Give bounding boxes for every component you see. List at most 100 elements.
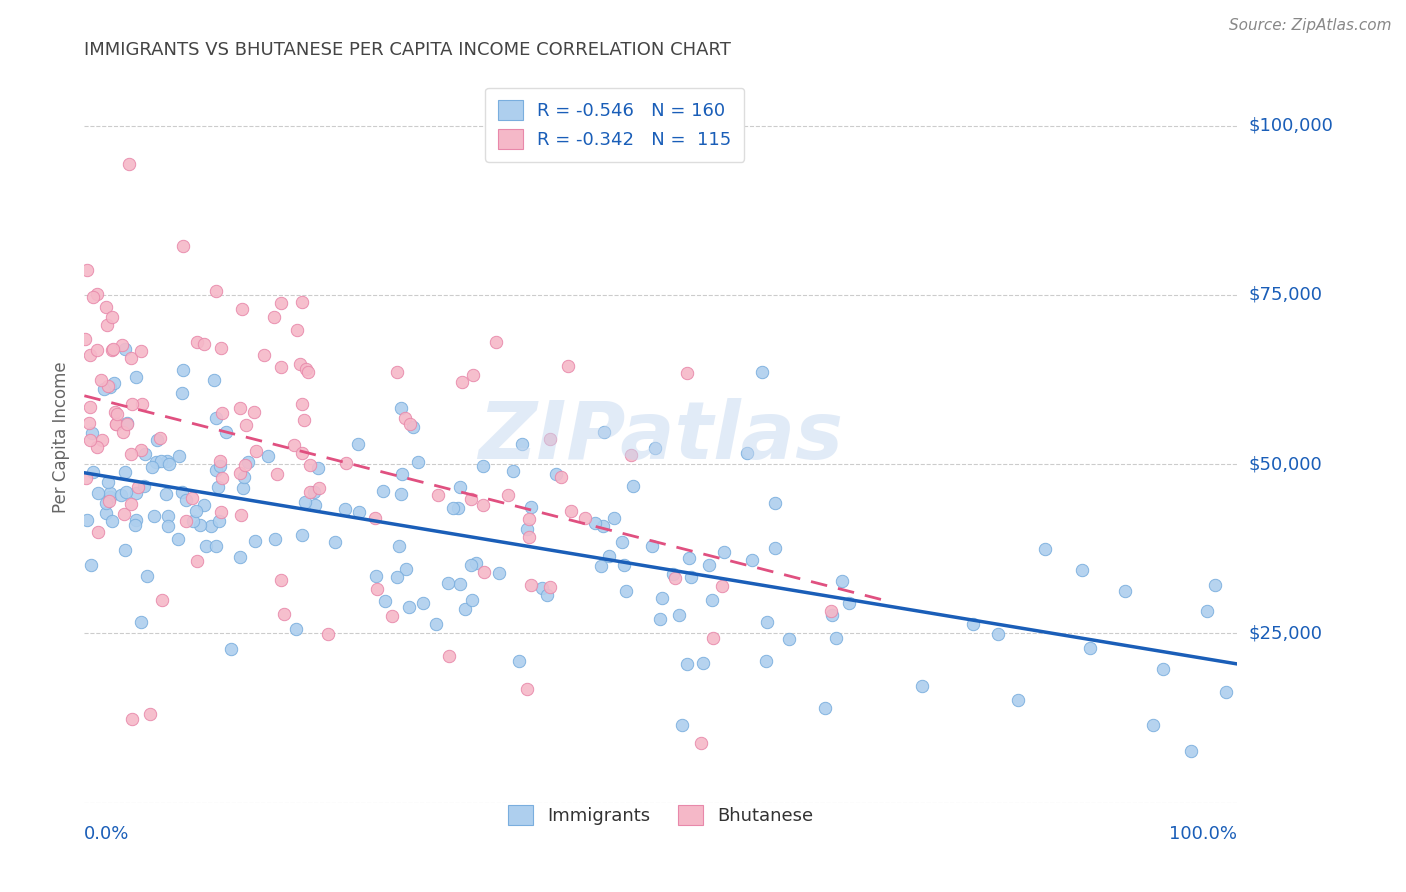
Point <box>79 348 101 362</box>
Point <box>104 404 127 418</box>
Text: Source: ZipAtlas.com: Source: ZipAtlas.com <box>1229 18 1392 33</box>
Point <box>110 488 132 502</box>
Point <box>557 359 579 374</box>
Point <box>233 458 256 473</box>
Point <box>713 545 735 559</box>
Point <box>449 577 471 591</box>
Point <box>145 455 167 469</box>
Point <box>472 566 495 580</box>
Point <box>1033 541 1056 556</box>
Point <box>97 493 120 508</box>
Point <box>150 593 173 607</box>
Point <box>1142 718 1164 732</box>
Point <box>209 341 232 355</box>
Point <box>620 448 643 462</box>
Point <box>193 498 215 512</box>
Point <box>593 425 616 439</box>
Point <box>73 332 96 346</box>
Point <box>270 574 292 588</box>
Point <box>219 642 242 657</box>
Point <box>136 568 159 582</box>
Point <box>700 593 723 607</box>
Point <box>86 343 108 357</box>
Point <box>208 459 231 474</box>
Point <box>454 602 477 616</box>
Point <box>79 433 101 447</box>
Point <box>307 461 329 475</box>
Point <box>610 534 633 549</box>
Point <box>157 457 180 471</box>
Point <box>412 596 434 610</box>
Point <box>664 571 686 585</box>
Point <box>583 516 606 531</box>
Point <box>170 485 193 500</box>
Point <box>427 488 450 502</box>
Point <box>110 337 132 351</box>
Point <box>295 362 318 376</box>
Point <box>156 519 179 533</box>
Text: $25,000: $25,000 <box>1249 624 1323 642</box>
Point <box>391 467 413 481</box>
Point <box>472 498 495 512</box>
Point <box>98 490 121 504</box>
Point <box>441 500 464 515</box>
Point <box>678 551 700 566</box>
Point <box>174 492 197 507</box>
Point <box>245 533 267 548</box>
Point <box>157 508 180 523</box>
Point <box>75 471 97 485</box>
Point <box>229 550 252 565</box>
Point <box>105 417 128 431</box>
Point <box>134 447 156 461</box>
Point <box>389 401 412 416</box>
Point <box>735 446 758 460</box>
Point <box>1152 662 1174 676</box>
Point <box>149 431 172 445</box>
Point <box>697 558 720 572</box>
Point <box>838 596 860 610</box>
Point <box>273 607 295 622</box>
Point <box>150 454 173 468</box>
Point <box>1114 584 1136 599</box>
Point <box>517 530 540 544</box>
Point <box>550 470 572 484</box>
Point <box>93 382 115 396</box>
Point <box>105 407 128 421</box>
Text: $50,000: $50,000 <box>1249 455 1322 473</box>
Point <box>488 566 510 581</box>
Point <box>117 417 139 431</box>
Point <box>86 441 108 455</box>
Point <box>172 239 194 253</box>
Point <box>644 441 666 455</box>
Point <box>101 342 124 356</box>
Point <box>205 285 228 299</box>
Point <box>97 379 120 393</box>
Point <box>574 511 596 525</box>
Point <box>204 463 226 477</box>
Point <box>94 496 117 510</box>
Point <box>308 481 330 495</box>
Point <box>194 539 217 553</box>
Point <box>592 519 614 533</box>
Point <box>167 449 190 463</box>
Point <box>291 528 314 542</box>
Point <box>131 397 153 411</box>
Text: $75,000: $75,000 <box>1249 285 1323 304</box>
Point <box>1204 578 1226 592</box>
Point <box>302 484 325 499</box>
Point <box>702 631 724 645</box>
Point <box>460 558 482 573</box>
Point <box>232 470 254 484</box>
Point <box>517 512 540 526</box>
Point <box>364 511 387 525</box>
Point <box>778 632 800 646</box>
Point <box>290 295 312 310</box>
Point <box>200 519 222 533</box>
Point <box>297 365 319 379</box>
Point <box>496 488 519 502</box>
Point <box>406 455 429 469</box>
Point <box>520 578 543 592</box>
Text: 100.0%: 100.0% <box>1170 825 1237 843</box>
Point <box>437 576 460 591</box>
Point <box>651 591 673 605</box>
